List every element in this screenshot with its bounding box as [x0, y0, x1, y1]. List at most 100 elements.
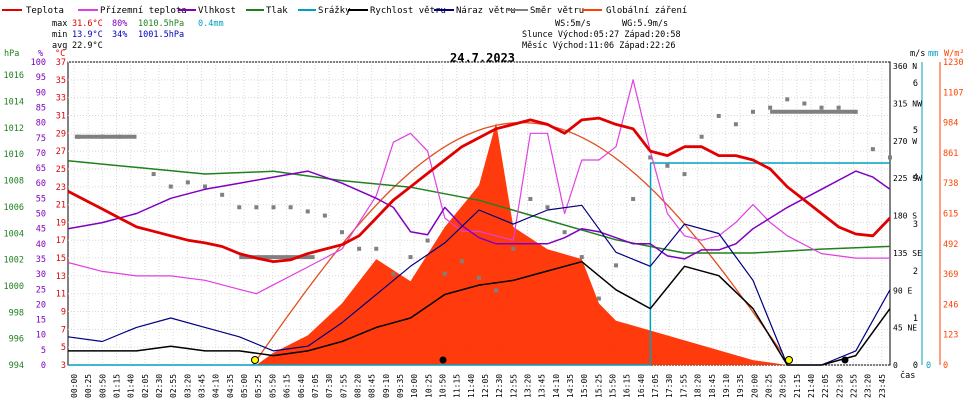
time-tick-label: 06:15: [283, 374, 292, 398]
legend-vlhkost-label: Vlhkost: [198, 6, 236, 16]
c-tick-label: 13: [56, 272, 66, 282]
wind-direction-point: [682, 172, 687, 177]
wind-direction-point: [579, 255, 584, 260]
wind-direction-point: [751, 109, 755, 114]
time-tick-label: 05:25: [254, 374, 263, 398]
time-tick-label: 14:35: [566, 374, 575, 398]
pct-tick-label: 10: [36, 331, 46, 341]
x-axis-ticks: 00:00 00:25 00:50 01:15 01:40 02:05 02:30 02:55…: [70, 374, 887, 398]
wind-direction-point: [511, 246, 516, 251]
time-tick-label: 10:00: [410, 374, 419, 398]
time-tick-label: 19:10: [722, 374, 731, 398]
wind-gust-line: [67, 204, 891, 366]
info-moon: Měsíc Východ:11:06 Západ:22:26: [522, 41, 676, 51]
time-tick-label: 00:00: [70, 374, 79, 398]
hpa-tick-label: 1004: [4, 229, 24, 239]
wm2-tick-label: 1107: [943, 88, 963, 98]
time-tick-label: 15:25: [594, 374, 603, 398]
sun-moon-markers: [251, 356, 849, 364]
time-tick-label: 01:15: [113, 374, 122, 398]
direction-tick-label: 90 E: [893, 286, 912, 295]
c-tick-label: 33: [56, 94, 66, 104]
sunset-marker: [785, 356, 793, 364]
wm2-tick-label: 123: [943, 331, 958, 341]
time-tick-label: 10:50: [438, 374, 447, 398]
legend-smer-vetru-label: Směr větru: [530, 6, 584, 16]
c-tick-label: 29: [56, 129, 66, 139]
time-tick-label: 09:10: [382, 374, 391, 398]
wm2-tick-label: 861: [943, 149, 958, 159]
legend-globalni-zareni-label: Globální záření: [606, 6, 687, 16]
wind-direction-point: [374, 246, 379, 251]
c-tick-label: 19: [56, 218, 66, 228]
ms-tick-label: 3: [913, 220, 918, 230]
legend-naraz-vetru-label: Náraz větru: [456, 6, 516, 16]
pct-tick-label: 65: [36, 164, 46, 174]
time-tick-label: 20:50: [779, 374, 788, 398]
wm2-tick-label: 369: [943, 270, 958, 280]
wind-direction-point: [271, 205, 276, 210]
time-tick-label: 17:05: [651, 374, 660, 398]
pct-tick-label: 5: [41, 346, 46, 356]
time-tick-label: 15:50: [609, 374, 618, 398]
hpa-tick-label: 996: [9, 335, 24, 345]
hpa-tick-label: 1010: [4, 150, 24, 160]
humidity-line: [67, 170, 891, 260]
wind-direction-point: [305, 209, 310, 214]
wind-direction-point: [562, 230, 567, 235]
pct-tick-label: 85: [36, 103, 46, 113]
direction-tick-label: 315 NW: [893, 100, 922, 109]
wind-direction-point: [340, 230, 344, 235]
c-tick-label: 31: [56, 112, 66, 122]
c-tick-label: 15: [56, 254, 66, 264]
stats-max-rain: 0.4mm: [198, 19, 224, 29]
series-lines: [67, 79, 892, 366]
wind-direction-point: [648, 155, 653, 160]
time-tick-label: 12:30: [495, 374, 504, 398]
chart-title: 24.7.2023: [450, 51, 515, 65]
stats-min-temp: 13.9°C: [72, 30, 103, 40]
wind-direction-point: [151, 172, 156, 177]
wind-direction-point: [699, 134, 704, 139]
time-tick-label: 01:40: [127, 374, 136, 398]
sunrise-marker: [251, 356, 259, 364]
wind-direction-point: [477, 275, 481, 280]
time-tick-label: 20:00: [750, 374, 759, 398]
ms-tick-label: 5: [913, 126, 918, 136]
pct-tick-label: 35: [36, 255, 46, 265]
time-tick-label: 10:25: [424, 374, 433, 398]
c-tick-label: 7: [61, 325, 66, 335]
wind-direction-point: [888, 155, 892, 160]
legend-prizemni-teplota-label: Přízemní teplota: [100, 6, 187, 16]
wind-direction-point: [357, 246, 362, 251]
legend-teplota-label: Teplota: [26, 6, 64, 16]
legend-rychlost-vetru-label: Rychlost větru: [370, 6, 446, 16]
legend-row: Teplota Přízemní teplota Vlhkost Tlak Sr…: [2, 6, 687, 16]
wind-direction-point: [768, 105, 773, 110]
c-tick-label: 27: [56, 147, 66, 157]
time-tick-label: 20:25: [764, 374, 773, 398]
rain-line: [68, 162, 890, 366]
ms-axis-title: m/s: [910, 49, 925, 59]
wind-direction-point: [494, 288, 499, 293]
time-tick-label: 22:30: [835, 374, 844, 398]
time-tick-label: 03:20: [183, 374, 192, 398]
info-sun: Slunce Východ:05:27 Západ:20:58: [522, 30, 681, 40]
time-tick-label: 08:20: [353, 374, 362, 398]
direction-tick-label: 0: [893, 361, 898, 370]
time-tick-label: 19:35: [736, 374, 745, 398]
mm-axis-title: mm: [928, 49, 938, 59]
time-tick-label: 17:55: [679, 374, 688, 398]
mm-tick-label: 0: [926, 361, 931, 371]
wind-direction-point: [631, 196, 636, 201]
wm2-tick-label: 1230: [943, 58, 963, 68]
stats-max-label: max: [52, 19, 67, 29]
time-tick-label: 18:20: [694, 374, 703, 398]
info-ws: WS:5m/s: [555, 19, 591, 29]
stats-max-temp: 31.6°C: [72, 19, 103, 29]
time-tick-label: 07:05: [311, 374, 320, 398]
stats-block: max 31.6°C 80% 1010.5hPa 0.4mm min 13.9°…: [52, 19, 224, 51]
hpa-tick-label: 1008: [4, 177, 24, 187]
wind-direction-point: [459, 259, 464, 264]
pct-tick-label: 90: [36, 88, 46, 98]
